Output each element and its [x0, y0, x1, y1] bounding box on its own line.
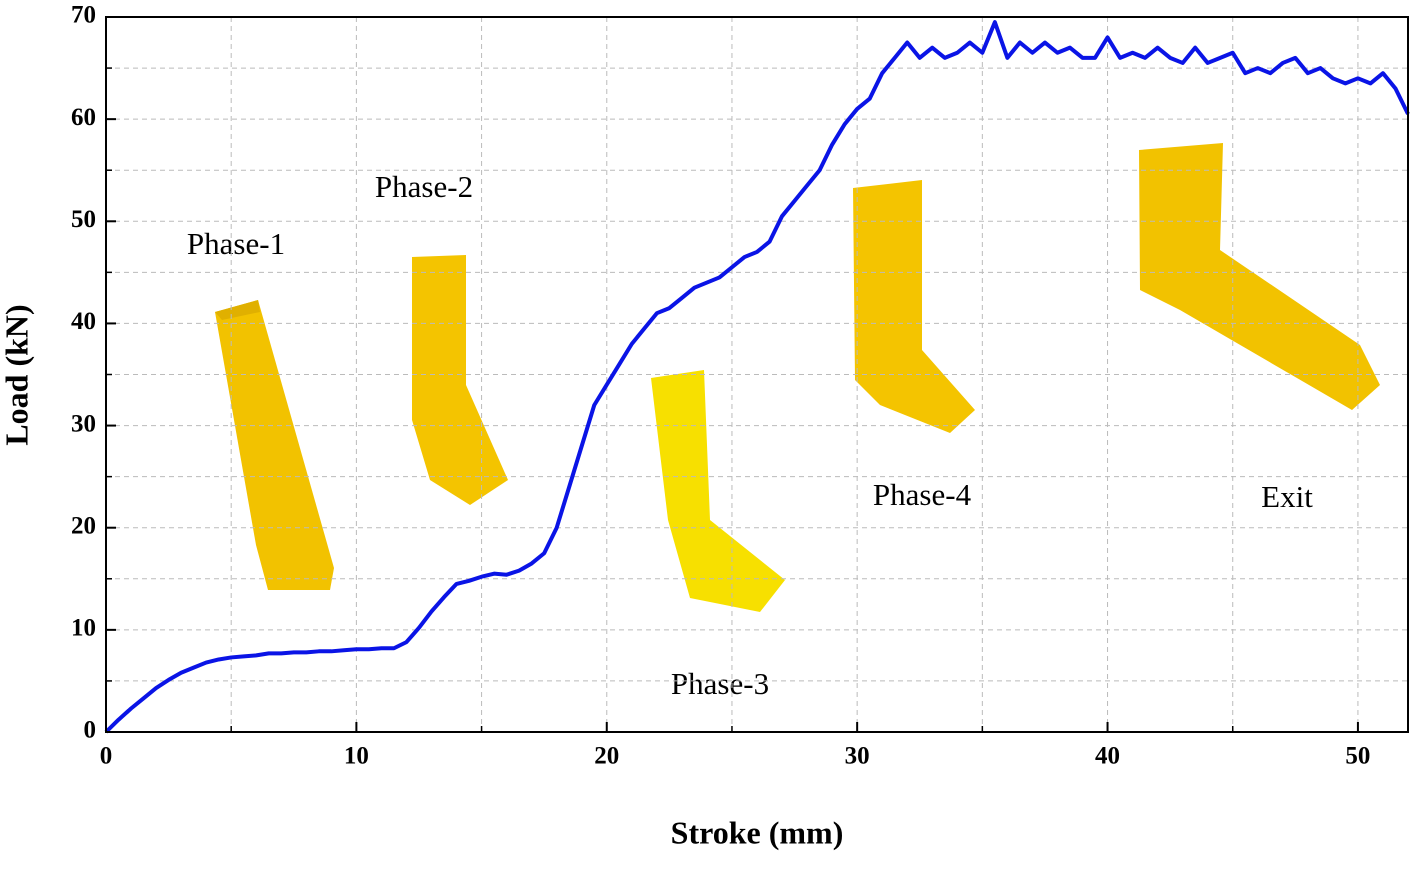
- shape: [215, 300, 260, 320]
- x-tick-label: 50: [1345, 743, 1370, 770]
- data-line: [104, 20, 1410, 734]
- shape: [1139, 143, 1380, 410]
- deformed-shapes: [215, 143, 1380, 612]
- x-axis-title: Stroke (mm): [671, 814, 844, 850]
- y-axis-title: Load (kN): [0, 304, 34, 445]
- x-tick-label: 30: [845, 743, 870, 770]
- x-tick-label: 20: [594, 743, 619, 770]
- plot-frame: [105, 16, 1409, 733]
- y-tick-label: 10: [71, 615, 96, 642]
- y-tick-label: 40: [71, 308, 96, 335]
- y-tick-label: 30: [71, 410, 96, 437]
- shape: [651, 370, 785, 612]
- x-tick-label: 0: [100, 743, 113, 770]
- shape: [853, 180, 975, 433]
- y-tick-label: 50: [71, 206, 96, 233]
- x-tick-label: 10: [344, 743, 369, 770]
- annotation: Phase-3: [671, 666, 769, 701]
- y-tick-label: 0: [84, 717, 97, 744]
- shape: [215, 300, 334, 590]
- y-tick-label: 60: [71, 104, 96, 131]
- x-tick-label: 40: [1095, 743, 1120, 770]
- annotation: Phase-4: [873, 477, 972, 512]
- y-tick-label: 70: [71, 2, 96, 29]
- annotation: Phase-1: [187, 226, 285, 261]
- shape: [412, 255, 508, 505]
- annotation: Phase-2: [375, 169, 473, 204]
- annotation: Exit: [1261, 479, 1313, 514]
- y-tick-label: 20: [71, 512, 96, 539]
